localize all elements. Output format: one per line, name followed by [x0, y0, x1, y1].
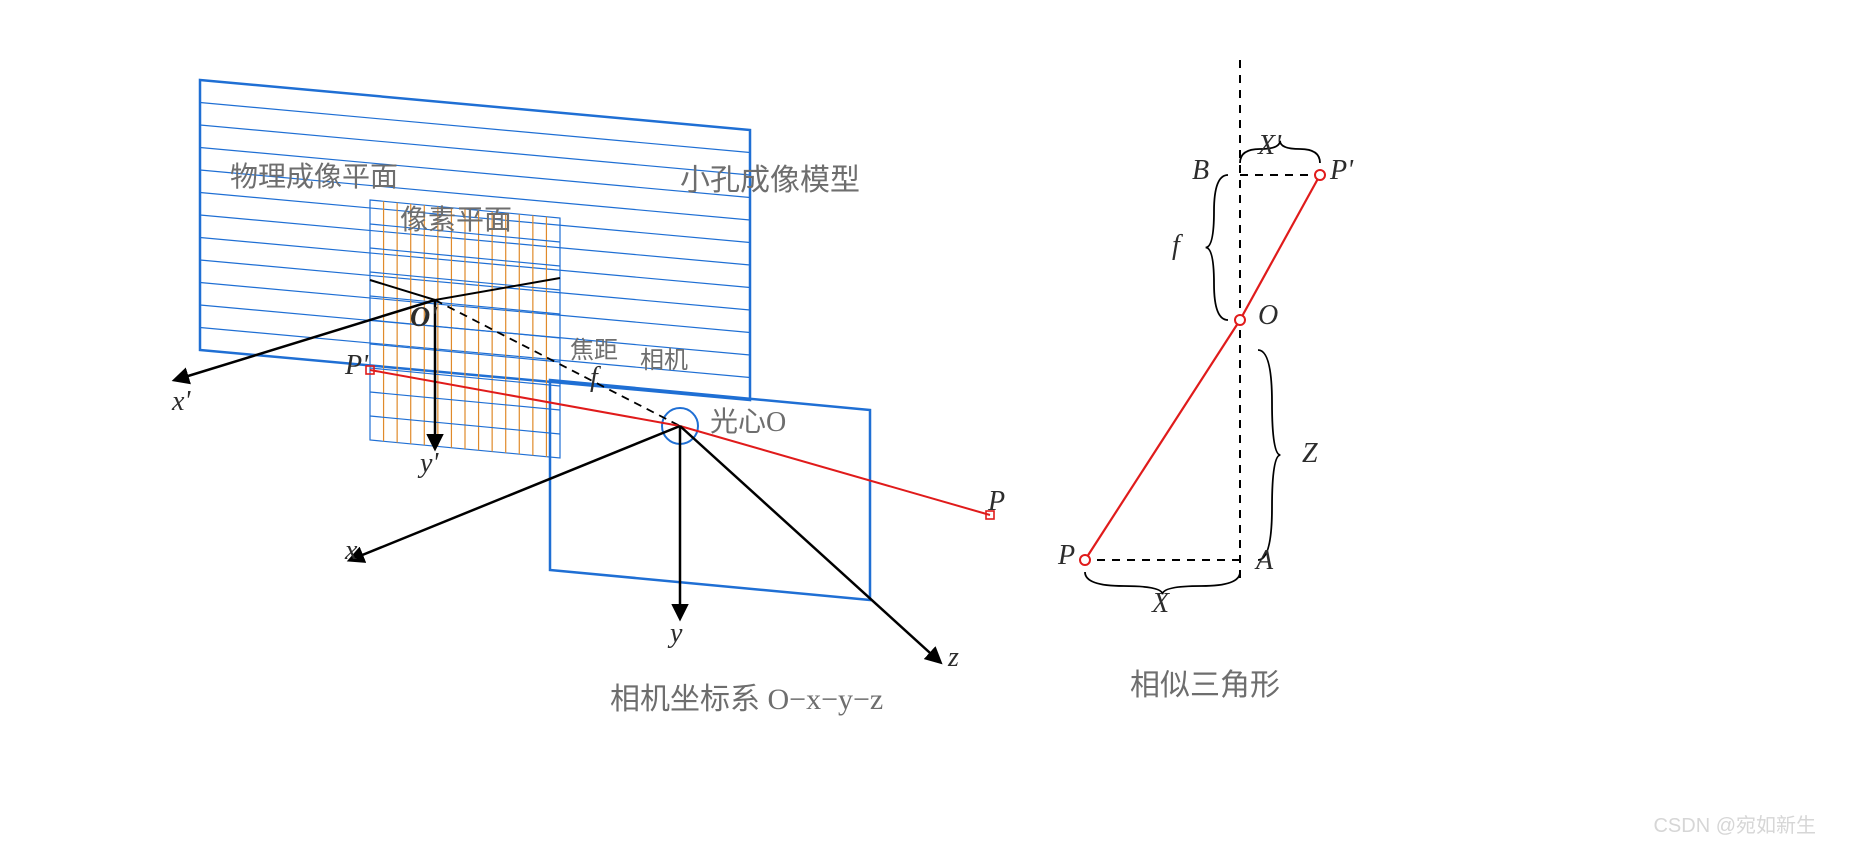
- label-yprime: y': [420, 448, 438, 480]
- label-xprime: x': [172, 386, 190, 418]
- label-P: P: [988, 486, 1005, 518]
- label-B: B: [1192, 155, 1209, 187]
- label-camera-frame: 相机坐标系 O−x−y−z: [610, 674, 883, 718]
- label-Z: Z: [1302, 438, 1318, 470]
- label-pixel-plane: 像素平面: [400, 198, 512, 238]
- label-focal: 焦距: [570, 330, 618, 365]
- diagram-canvas: 物理成像平面 像素平面 小孔成像模型 焦距 f 相机 光心O O' P' x' …: [0, 0, 1856, 858]
- label-f-right: f: [1172, 230, 1180, 262]
- similar-triangle-diagram: [1020, 0, 1520, 760]
- title-similar-triangle: 相似三角形: [1130, 660, 1280, 704]
- label-X: X: [1152, 588, 1169, 620]
- label-z: z: [948, 642, 959, 674]
- title-pinhole: 小孔成像模型: [680, 155, 860, 199]
- label-Pprime-right: P': [1330, 155, 1353, 187]
- label-f: f: [590, 362, 598, 394]
- label-Xprime: X': [1258, 130, 1281, 162]
- label-Oprime: O': [410, 302, 438, 334]
- label-y: y: [670, 618, 682, 650]
- label-O-right: O: [1258, 300, 1278, 332]
- pinhole-model-diagram: [0, 0, 1060, 760]
- label-big-plane: 物理成像平面: [230, 155, 398, 195]
- label-P-right: P: [1058, 540, 1075, 572]
- watermark: CSDN @宛如新生: [1653, 809, 1816, 838]
- label-Pprime: P': [345, 350, 368, 382]
- label-x: x: [345, 535, 357, 567]
- label-camera: 相机: [640, 340, 688, 375]
- label-A: A: [1256, 545, 1273, 577]
- label-optical-center: 光心O: [710, 400, 786, 440]
